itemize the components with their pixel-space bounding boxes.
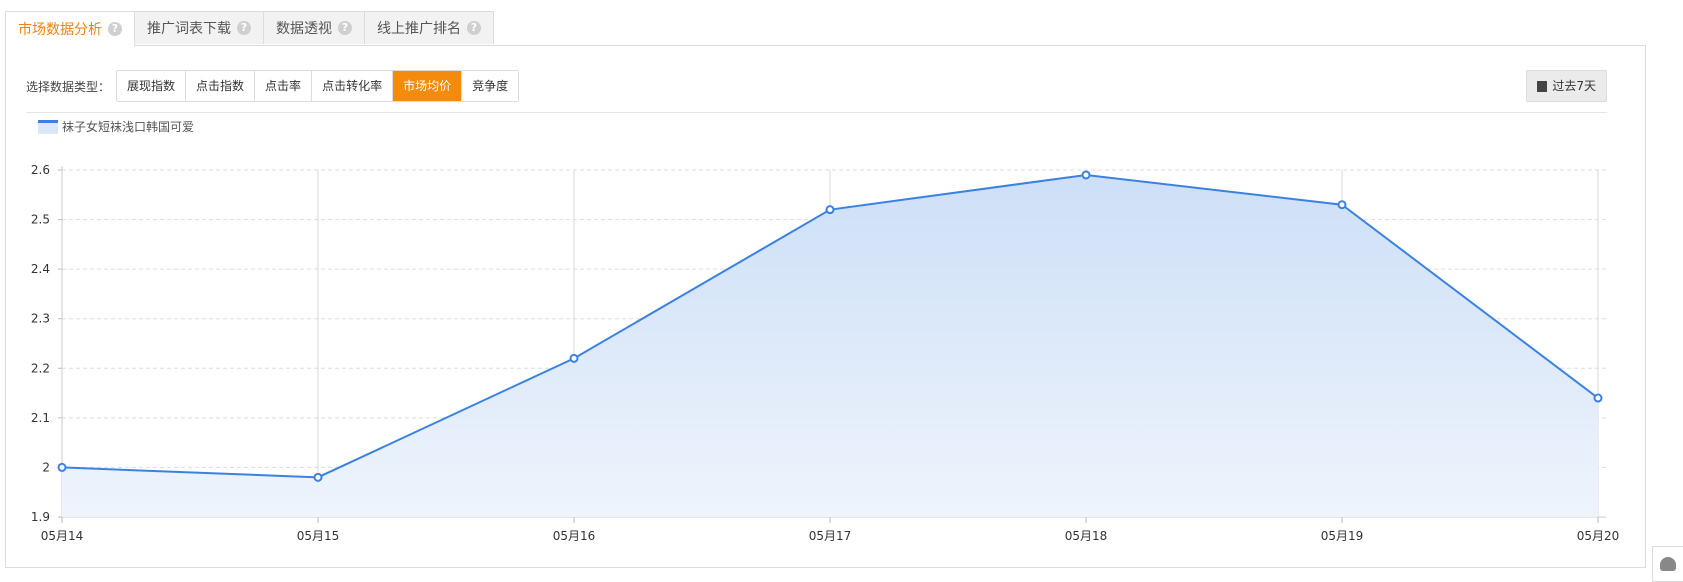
chat-icon [1660, 557, 1676, 571]
x-tick-label: 05月18 [1065, 529, 1108, 543]
tab-data-pivot[interactable]: 数据透视 ? [263, 11, 365, 44]
x-tick-label: 05月15 [297, 529, 340, 543]
data-point[interactable] [569, 353, 579, 363]
tab-online-ranking[interactable]: 线上推广排名 ? [364, 11, 494, 44]
y-tick-label: 2.2 [31, 361, 50, 375]
tab-label: 线上推广排名 [377, 21, 461, 37]
tab-bar: 市场数据分析 ? 推广词表下载 ? 数据透视 ? 线上推广排名 ? [5, 11, 494, 46]
data-point[interactable] [1593, 393, 1603, 403]
y-tick-label: 1.9 [31, 510, 50, 524]
type-option-conversion[interactable]: 点击转化率 [311, 71, 393, 101]
divider [26, 112, 1607, 113]
data-point[interactable] [57, 462, 67, 472]
data-type-buttons: 展现指数 点击指数 点击率 点击转化率 市场均价 竞争度 [116, 70, 520, 102]
help-icon[interactable]: ? [237, 21, 251, 35]
y-tick-label: 2.3 [31, 312, 50, 326]
date-range-label: 过去7天 [1552, 79, 1596, 93]
tab-market-analysis[interactable]: 市场数据分析 ? [5, 11, 135, 46]
type-option-impressions[interactable]: 展现指数 [117, 71, 186, 101]
y-tick-label: 2.5 [31, 213, 50, 227]
series-area [62, 174, 1598, 517]
tab-label: 市场数据分析 [18, 22, 102, 38]
tab-label: 推广词表下载 [147, 21, 231, 37]
legend-label: 袜子女短袜浅口韩国可爱 [62, 120, 195, 134]
calendar-icon [1537, 80, 1548, 92]
data-point[interactable] [1337, 200, 1347, 210]
y-tick-label: 2.1 [31, 411, 50, 425]
x-tick-label: 05月20 [1577, 529, 1620, 543]
data-point[interactable] [825, 205, 835, 215]
type-option-clicks[interactable]: 点击指数 [185, 71, 255, 101]
y-tick-label: 2.6 [31, 163, 50, 177]
x-tick-label: 05月17 [809, 529, 852, 543]
chart-legend[interactable]: 袜子女短袜浅口韩国可爱 [38, 118, 194, 135]
help-icon[interactable]: ? [108, 22, 122, 36]
x-tick-label: 05月19 [1321, 529, 1364, 543]
y-tick-label: 2 [42, 460, 50, 474]
help-icon[interactable]: ? [467, 21, 481, 35]
x-tick-label: 05月16 [553, 529, 596, 543]
chart-labels: 1.9 2 2.1 2.2 2.3 2.4 2.5 2.6 05月14 05月15 05月16 05月… [31, 163, 1619, 543]
feedback-button[interactable] [1652, 546, 1683, 582]
y-tick-label: 2.4 [31, 262, 50, 276]
data-type-selector: 选择数据类型： 展现指数 点击指数 点击率 点击转化率 市场均价 竞争度 [26, 70, 520, 102]
tab-label: 数据透视 [276, 21, 332, 37]
data-point[interactable] [313, 472, 323, 482]
type-option-ctr[interactable]: 点击率 [254, 71, 312, 101]
data-type-label: 选择数据类型： [26, 79, 111, 94]
help-icon[interactable]: ? [338, 21, 352, 35]
date-range-button[interactable]: 过去7天 [1526, 70, 1607, 102]
legend-swatch [38, 119, 58, 134]
chart-marks [57, 170, 1603, 517]
data-point[interactable] [1081, 170, 1091, 180]
type-option-competition[interactable]: 竞争度 [461, 71, 519, 101]
type-option-avg-price[interactable]: 市场均价 [392, 71, 462, 101]
x-tick-label: 05月14 [41, 529, 84, 543]
